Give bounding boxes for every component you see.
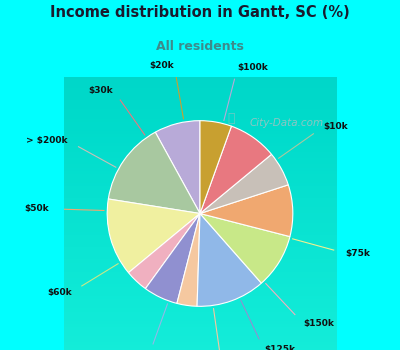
Text: $125k: $125k (264, 345, 295, 350)
Wedge shape (155, 121, 200, 214)
Wedge shape (146, 214, 200, 303)
Text: $75k: $75k (345, 249, 370, 258)
Text: Income distribution in Gantt, SC (%): Income distribution in Gantt, SC (%) (50, 5, 350, 20)
Text: City-Data.com: City-Data.com (249, 118, 323, 128)
Text: ⦿: ⦿ (227, 112, 235, 126)
Wedge shape (177, 214, 200, 306)
Wedge shape (200, 214, 290, 283)
Wedge shape (200, 185, 293, 237)
Text: All residents: All residents (156, 40, 244, 53)
Wedge shape (200, 126, 272, 214)
Text: $30k: $30k (89, 86, 113, 95)
Wedge shape (128, 214, 200, 289)
Text: $50k: $50k (25, 204, 49, 213)
Wedge shape (107, 199, 200, 273)
Wedge shape (197, 214, 261, 306)
Text: $60k: $60k (47, 288, 72, 297)
Text: $100k: $100k (238, 63, 268, 72)
Text: $150k: $150k (303, 319, 334, 328)
Text: $20k: $20k (150, 61, 174, 70)
Wedge shape (200, 121, 232, 214)
Text: > $200k: > $200k (26, 136, 68, 145)
Text: $10k: $10k (323, 122, 348, 131)
Wedge shape (200, 154, 288, 214)
Wedge shape (108, 132, 200, 214)
